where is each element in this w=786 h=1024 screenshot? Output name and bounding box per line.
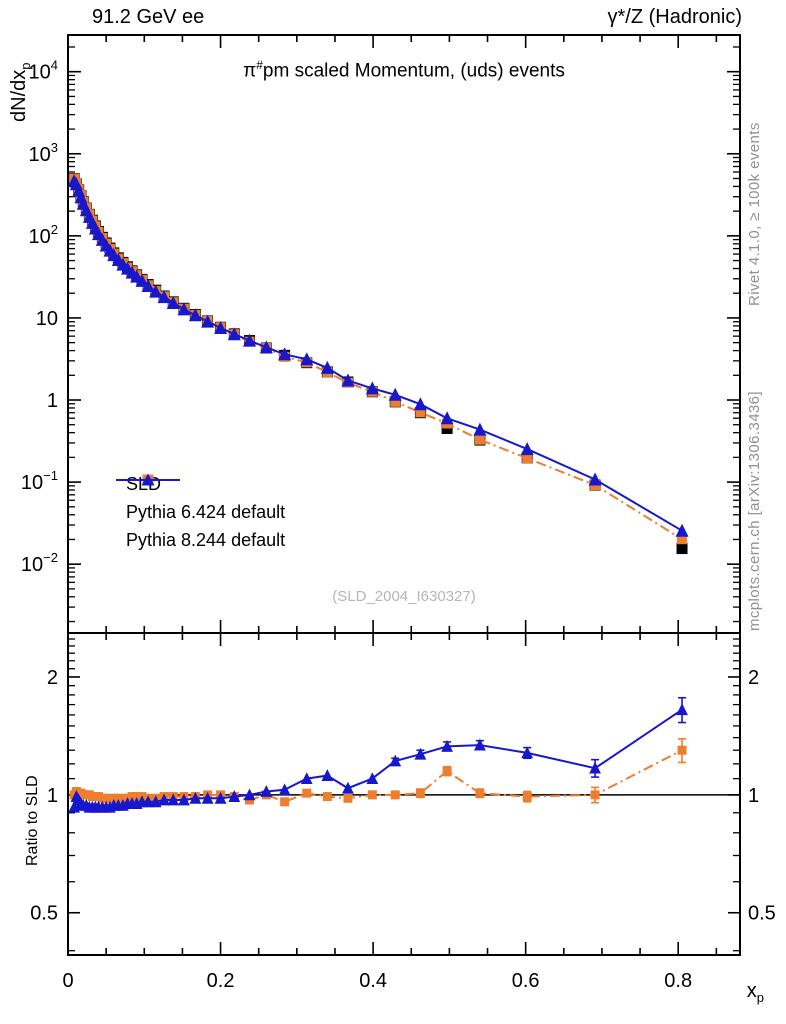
y-tick-label: 10−2 xyxy=(21,550,58,576)
mcplots-reference-label: mcplots.cern.ch [arXiv:1306.3436] xyxy=(746,391,763,631)
y-tick-label: 104 xyxy=(29,58,58,84)
ratio-tick-label: 1 xyxy=(748,785,759,807)
plot-frames xyxy=(67,34,741,956)
y-tick-label: 1 xyxy=(47,390,58,412)
main-series-2 xyxy=(67,174,689,537)
ratio-tick-label: 1 xyxy=(47,785,58,807)
legend-item-pythia6: Pythia 6.424 default xyxy=(112,474,286,526)
x-axis-labels: 0 0.2 0.4 0.6 0.8 xyxy=(62,970,692,992)
analysis-id-watermark: (SLD_2004_I630327) xyxy=(332,588,476,605)
beam-energy-label: 91.2 GeV ee xyxy=(92,6,205,28)
rivet-version-label: Rivet 4.1.0, ≥ 100k events xyxy=(746,122,763,306)
x-tick-label: 0.4 xyxy=(359,970,387,992)
y-axis-label-ratio: Ratio to SLD xyxy=(24,775,41,866)
ratio-tick-label: 2 xyxy=(748,667,759,689)
pythia8-line-icon xyxy=(116,473,180,486)
legend-item-pythia8: Pythia 8.244 default xyxy=(112,473,286,554)
plot-title-text: pm scaled Momentum, (uds) events xyxy=(262,60,565,82)
x-tick-label: 0.8 xyxy=(664,970,692,992)
legend-label-pythia6: Pythia 6.424 default xyxy=(126,501,286,522)
plot-title-symbol: π xyxy=(243,60,257,82)
x-tick-label: 0.2 xyxy=(207,970,235,992)
plot-title-superscript: # xyxy=(256,58,263,72)
axis-ticks xyxy=(67,35,740,955)
legend-label-pythia8: Pythia 8.244 default xyxy=(126,529,286,550)
plot-title: π#pm scaled Momentum, (uds) events xyxy=(68,58,740,82)
process-label: γ*/Z (Hadronic) xyxy=(607,6,742,28)
ratio-tick-label: 2 xyxy=(47,667,58,689)
ratio-tick-label: 0.5 xyxy=(748,903,776,925)
y-axis-labels-ratio: 2 2 1 1 0.5 0.5 xyxy=(30,667,776,925)
legend: SLD Pythia 6.424 default Pythia 8.244 de… xyxy=(112,470,285,554)
x-tick-label: 0.6 xyxy=(512,970,540,992)
y-tick-label: 10 xyxy=(36,308,58,330)
x-axis-label: xp xyxy=(746,980,764,1005)
y-axis-label-main: dN/dxp xyxy=(8,62,33,122)
x-tick-label: 0 xyxy=(62,970,73,992)
ratio-series-2 xyxy=(68,696,688,813)
y-tick-label: 102 xyxy=(29,222,58,248)
y-tick-label: 103 xyxy=(29,140,58,166)
ratio-tick-label: 0.5 xyxy=(30,903,58,925)
y-tick-label: 10−1 xyxy=(21,468,58,494)
